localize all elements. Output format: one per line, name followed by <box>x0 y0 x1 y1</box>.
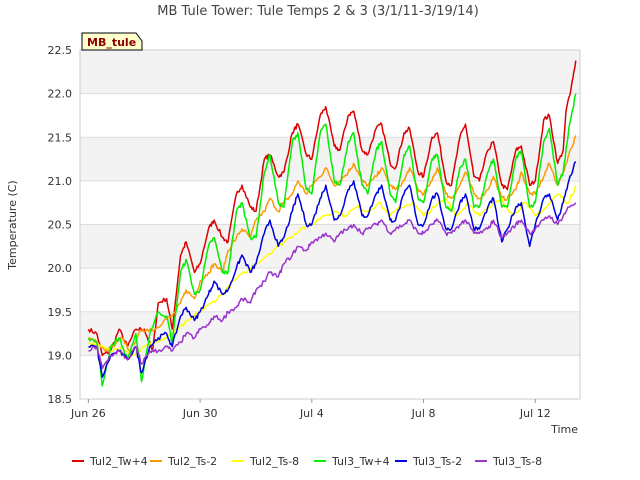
legend: Tul2_Tw+4 Tul2_Ts-2 Tul2_Ts-8 Tul3_Tw+4 Tul3… <box>72 455 542 468</box>
y-axis-label: Temperature (C) <box>6 180 19 270</box>
plot-band <box>80 137 580 181</box>
plot-frame <box>79 49 581 400</box>
y-tick-label: 19.5 <box>48 306 73 319</box>
station-tag-label: MB_tule <box>87 36 136 49</box>
x-axis-label: Time <box>550 423 578 436</box>
y-tick-label: 20.5 <box>48 219 73 232</box>
legend-label: Tul2_Ts-2 <box>167 455 217 468</box>
series-line-3 <box>87 93 577 387</box>
legend-label: Tul2_Ts-8 <box>249 455 299 468</box>
series-line-4 <box>88 161 577 378</box>
plot-band <box>80 224 580 269</box>
plot-band <box>80 93 580 138</box>
y-tick-label: 22.5 <box>48 44 73 57</box>
x-tick-labels: Jun 26 Jun 30 Jul 4 Jul 8 Jul 12 <box>70 399 551 420</box>
station-tag-box <box>81 32 143 51</box>
x-tick-label: Jul 4 <box>299 407 324 420</box>
station-tag: MB_tule <box>81 32 143 51</box>
y-tick-label: 19.0 <box>48 349 73 362</box>
y-tick-label: 22.0 <box>48 88 73 101</box>
x-tick-label: Jun 26 <box>70 407 106 420</box>
plot-band <box>80 268 580 312</box>
plot-band <box>80 355 580 399</box>
x-tick-label: Jul 12 <box>519 407 551 420</box>
y-tick-label: 21.0 <box>48 175 73 188</box>
plot-band <box>80 50 580 94</box>
y-tick-label: 18.5 <box>48 393 73 406</box>
series-line-5 <box>88 202 577 370</box>
x-tick-label: Jun 30 <box>182 407 218 420</box>
y-tick-label: 20.0 <box>48 262 73 275</box>
series-line-0 <box>87 60 577 357</box>
legend-label: Tul3_Tw+4 <box>331 455 390 468</box>
chart-title: MB Tule Tower: Tule Temps 2 & 3 (3/1/11-… <box>157 4 479 19</box>
y-tick-labels: 18.5 19.0 19.5 20.0 20.5 21.0 21.5 22.0 22.5 <box>48 44 73 406</box>
legend-label: Tul3_Ts-8 <box>492 455 542 468</box>
series-lines <box>87 60 577 387</box>
x-tick-label: Jul 8 <box>411 407 436 420</box>
legend-label: Tul3_Ts-2 <box>412 455 462 468</box>
legend-label: Tul2_Tw+4 <box>89 455 148 468</box>
y-tick-label: 21.5 <box>48 131 73 144</box>
